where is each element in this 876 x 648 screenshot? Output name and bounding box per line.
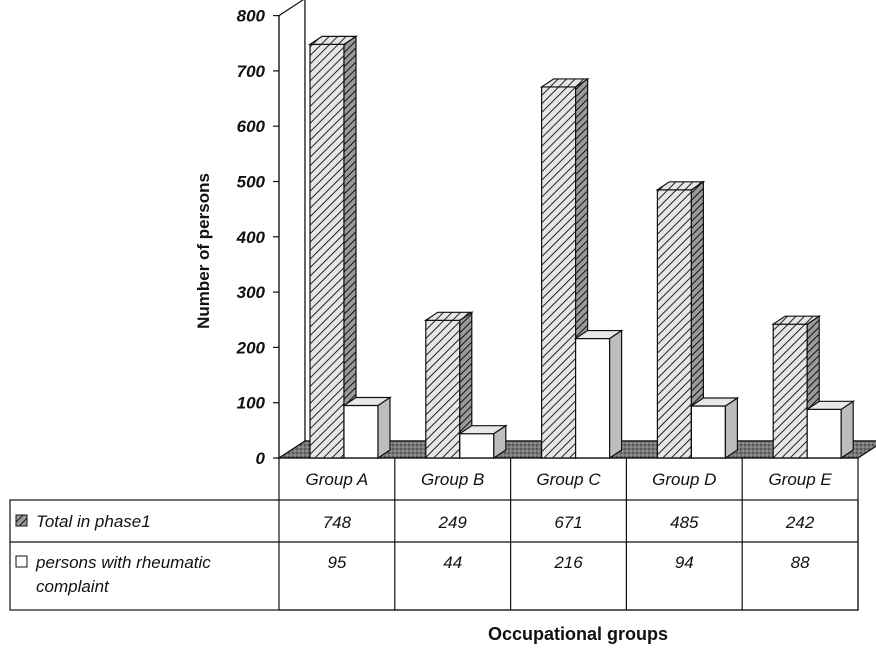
y-axis: 0 100 200 300 400 500 600 700 800 (236, 7, 280, 468)
bar-rheumatic-1-top (342, 396, 392, 407)
data-label: 748 (323, 513, 352, 532)
bar-total-4-top (655, 181, 706, 191)
y-tick-label: 500 (237, 173, 266, 192)
data-label: 249 (438, 513, 468, 532)
bar-rheumatic-1 (342, 396, 392, 460)
bar-total-1-top (308, 35, 358, 45)
y-tick-label: 0 (256, 449, 266, 468)
bar-rheumatic-2-top (457, 425, 508, 435)
bar-total-3-top (539, 78, 590, 88)
legend-swatch-rheumatic (15, 555, 28, 568)
y-tick-label: 800 (237, 7, 266, 26)
legend-label-total: Total in phase1 (36, 512, 151, 531)
legend-label-rheumatic-line2: complaint (36, 577, 110, 596)
bar-rheumatic-4-top (689, 397, 740, 407)
bar-total-5 (771, 315, 822, 460)
bar-total-2 (423, 311, 474, 460)
bar-rheumatic-3-side (608, 329, 623, 460)
bar-rheumatic-2-front (459, 433, 495, 459)
x-axis-label: Occupational groups (488, 624, 668, 644)
bar-rheumatic-1-front (343, 404, 379, 459)
bar-rheumatic-5-top (805, 400, 856, 410)
y-axis-label: Number of persons (194, 173, 213, 329)
data-label: 44 (443, 553, 462, 572)
y-tick-label: 200 (236, 338, 266, 357)
x-tick-label: Group D (652, 470, 716, 489)
data-label: 88 (791, 553, 810, 572)
y-tick-label: 100 (237, 394, 266, 413)
table-body-frame (9, 499, 859, 611)
legend-label-rheumatic-line1: persons with rheumatic (35, 553, 211, 572)
bar-total-4-front (656, 189, 693, 459)
bar-total-4 (655, 180, 706, 460)
bar-rheumatic-4 (689, 396, 740, 460)
data-label: 671 (554, 513, 582, 532)
bar-rheumatic-2 (457, 424, 508, 460)
data-label: 94 (675, 553, 694, 572)
y-tick-label: 400 (236, 228, 266, 247)
bar-total-1 (308, 35, 358, 460)
y-tick-label: 300 (237, 283, 266, 302)
data-label: 216 (553, 553, 583, 572)
bar-rheumatic-5-front (806, 408, 842, 459)
bar-total-3-front (540, 86, 577, 459)
side-wall (278, 0, 306, 460)
data-label: 242 (785, 513, 815, 532)
bar-rheumatic-3-top (573, 329, 624, 340)
x-tick-label: Group B (421, 470, 484, 489)
bar-rheumatic-3-front (574, 337, 611, 459)
data-table: Group A 748 95 Group B 249 44 Group C 671 216 Gro… (9, 457, 859, 611)
y-tick-label: 700 (237, 62, 266, 81)
bar-total-5-top (771, 315, 822, 325)
bar-total-2-top (423, 311, 474, 321)
y-tick-label: 600 (237, 117, 266, 136)
bars (308, 35, 856, 460)
bar-rheumatic-4-front (690, 405, 727, 459)
x-tick-label: Group A (306, 470, 369, 489)
data-label: 95 (327, 553, 346, 572)
bar-rheumatic-4-side (724, 396, 739, 460)
x-tick-label: Group E (768, 470, 832, 489)
bar-total-1-side (343, 35, 357, 460)
data-label: 485 (670, 513, 699, 532)
legend-swatch-total (15, 514, 28, 527)
bar-rheumatic-5 (805, 400, 856, 460)
bar-rheumatic-3 (573, 329, 624, 460)
bar-rheumatic-1-side (377, 396, 391, 460)
bar-total-2-front (425, 319, 461, 459)
bar-total-1-front (309, 43, 345, 459)
x-tick-label: Group C (536, 470, 601, 489)
bar-rheumatic-5-side (840, 400, 854, 460)
bar-total-5-front (772, 323, 808, 459)
